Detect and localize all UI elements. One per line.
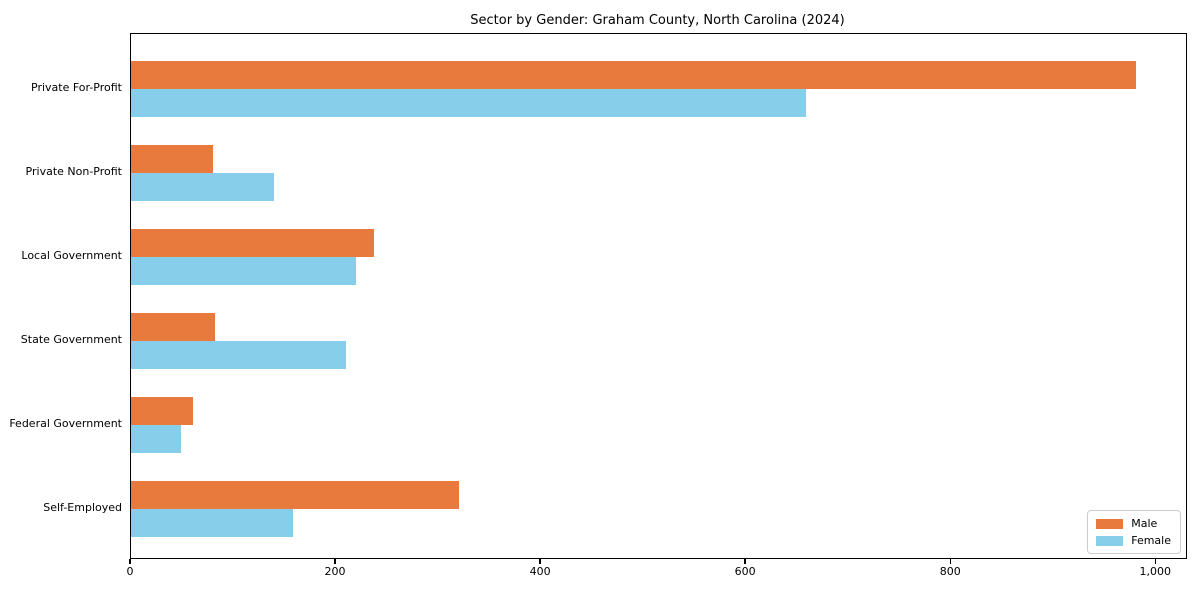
- x-tick-label: 600: [734, 565, 756, 578]
- bar-female: [131, 425, 182, 453]
- bar-male: [131, 145, 214, 173]
- x-tick: [334, 558, 336, 564]
- x-tick: [539, 558, 541, 564]
- category-label: State Government: [20, 333, 122, 346]
- legend: Male Female: [1087, 510, 1181, 554]
- bar-male: [131, 481, 460, 509]
- chart-title: Sector by Gender: Graham County, North C…: [470, 13, 845, 28]
- bar-male: [131, 61, 1136, 89]
- x-tick: [949, 558, 951, 564]
- legend-label-female: Female: [1131, 534, 1171, 547]
- bar-female: [131, 341, 347, 369]
- male-swatch: [1096, 518, 1124, 529]
- bar-female: [131, 509, 293, 537]
- bar-male: [131, 313, 216, 341]
- x-tick: [129, 558, 131, 564]
- category-label: Federal Government: [9, 417, 122, 430]
- bar-male: [131, 397, 193, 425]
- legend-label-male: Male: [1131, 517, 1158, 530]
- category-label: Private Non-Profit: [25, 165, 122, 178]
- legend-entry-female: Female: [1096, 534, 1171, 547]
- bar-male: [131, 229, 374, 257]
- category-label: Local Government: [21, 249, 122, 262]
- category-label: Private For-Profit: [31, 81, 122, 94]
- legend-entry-male: Male: [1096, 517, 1171, 530]
- category-label: Self-Employed: [43, 501, 122, 514]
- plot-area: Male Female: [130, 33, 1187, 559]
- bar-female: [131, 173, 274, 201]
- bar-female: [131, 89, 806, 117]
- x-tick-label: 1,000: [1139, 565, 1172, 578]
- x-tick: [744, 558, 746, 564]
- x-tick-label: 200: [324, 565, 346, 578]
- x-tick: [1154, 558, 1156, 564]
- female-swatch: [1096, 535, 1124, 546]
- x-tick-label: 800: [939, 565, 961, 578]
- x-tick-label: 400: [529, 565, 551, 578]
- x-tick-label: 0: [126, 565, 134, 578]
- bar-female: [131, 257, 356, 285]
